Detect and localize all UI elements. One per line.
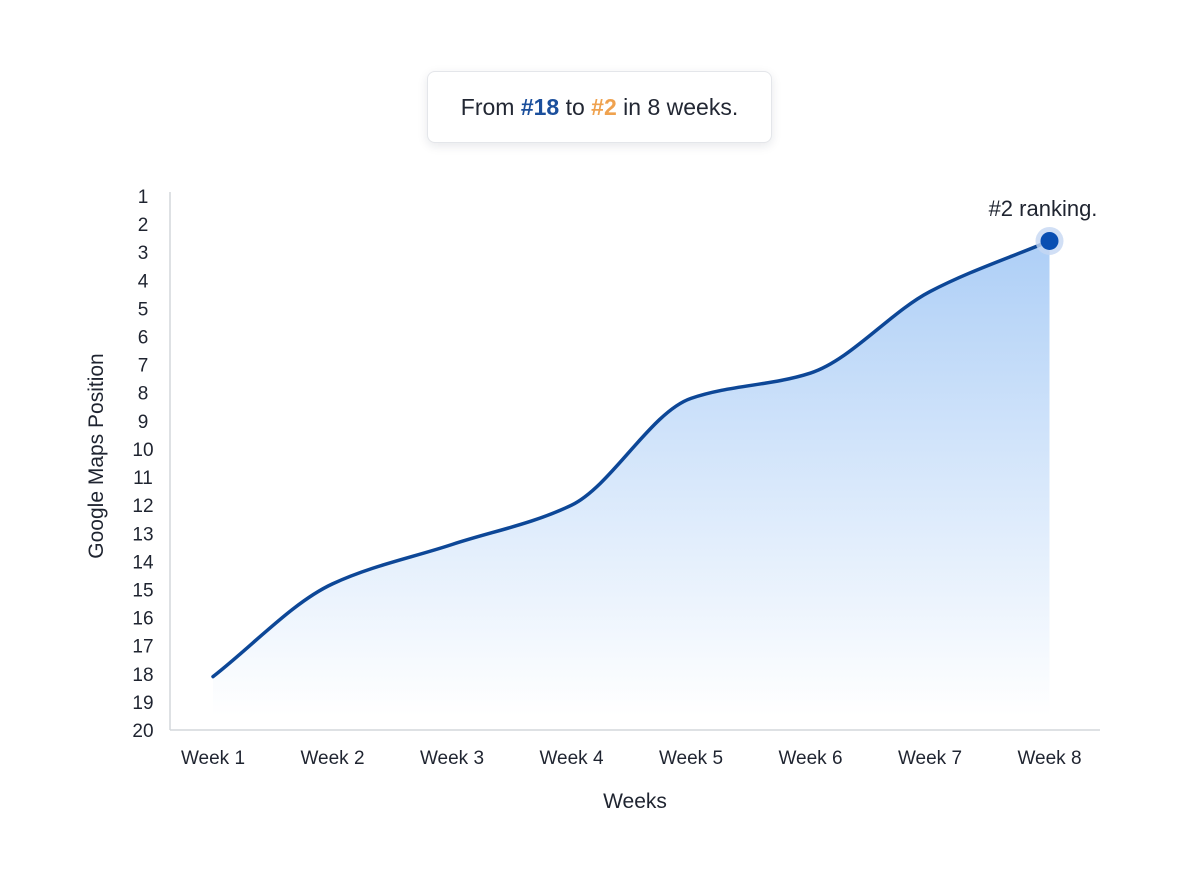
- y-tick-label: 5: [138, 299, 149, 320]
- y-tick-label: 14: [132, 552, 154, 573]
- x-tick-label: Week 7: [898, 748, 962, 769]
- y-tick-label: 20: [132, 721, 153, 742]
- y-tick-label: 11: [133, 468, 153, 489]
- headline-prefix: From: [460, 93, 521, 120]
- y-tick-label: 13: [132, 524, 153, 545]
- headline-start-rank: #18: [520, 93, 560, 120]
- series-area: [213, 240, 1050, 716]
- y-tick-label: 7: [138, 356, 149, 377]
- axes: [169, 192, 1100, 731]
- y-tick-label: 2: [138, 215, 149, 236]
- x-tick-label: Week 6: [778, 748, 842, 769]
- y-tick-label: 10: [132, 440, 153, 461]
- series-line: [211, 239, 1052, 679]
- line-layer: [211, 239, 1052, 679]
- marker-layer: [1035, 226, 1064, 255]
- annotation-label: #2 ranking.: [989, 196, 1098, 221]
- x-tick-label: Week 8: [1017, 748, 1081, 769]
- headline-suffix: in 8 weeks.: [616, 93, 739, 120]
- y-tick-label: 16: [132, 609, 153, 630]
- x-tick-label: Week 1: [181, 748, 245, 769]
- end-marker: [1040, 231, 1059, 250]
- x-tick-label: Week 3: [420, 748, 484, 769]
- y-tick-label: 12: [132, 496, 153, 517]
- y-tick-label: 4: [138, 271, 149, 292]
- y-axis-title: Google Maps Position: [85, 353, 108, 558]
- headline-card: From #18 to #2 in 8 weeks.: [427, 71, 772, 143]
- headline-middle: to: [559, 93, 592, 120]
- y-tick-label: 9: [138, 412, 149, 433]
- y-tick-label: 6: [138, 328, 149, 349]
- y-tick-label: 17: [132, 637, 153, 658]
- y-tick-label: 19: [132, 693, 153, 714]
- headline-end-rank: #2: [591, 93, 617, 120]
- x-tick-label: Week 5: [659, 748, 723, 769]
- x-axis-title: Weeks: [603, 790, 667, 813]
- y-tick-label: 15: [132, 580, 153, 601]
- area-layer: [213, 240, 1050, 716]
- y-tick-label: 1: [138, 187, 149, 208]
- y-tick-label: 3: [138, 243, 149, 264]
- x-tick-label: Week 2: [300, 748, 364, 769]
- y-tick-label: 8: [138, 384, 149, 405]
- y-tick-label: 18: [132, 665, 153, 686]
- x-tick-labels: Week 1 Week 2 Week 3 Week 4 Week 5 Week 6 Week…: [181, 748, 1082, 769]
- x-tick-label: Week 4: [539, 748, 604, 769]
